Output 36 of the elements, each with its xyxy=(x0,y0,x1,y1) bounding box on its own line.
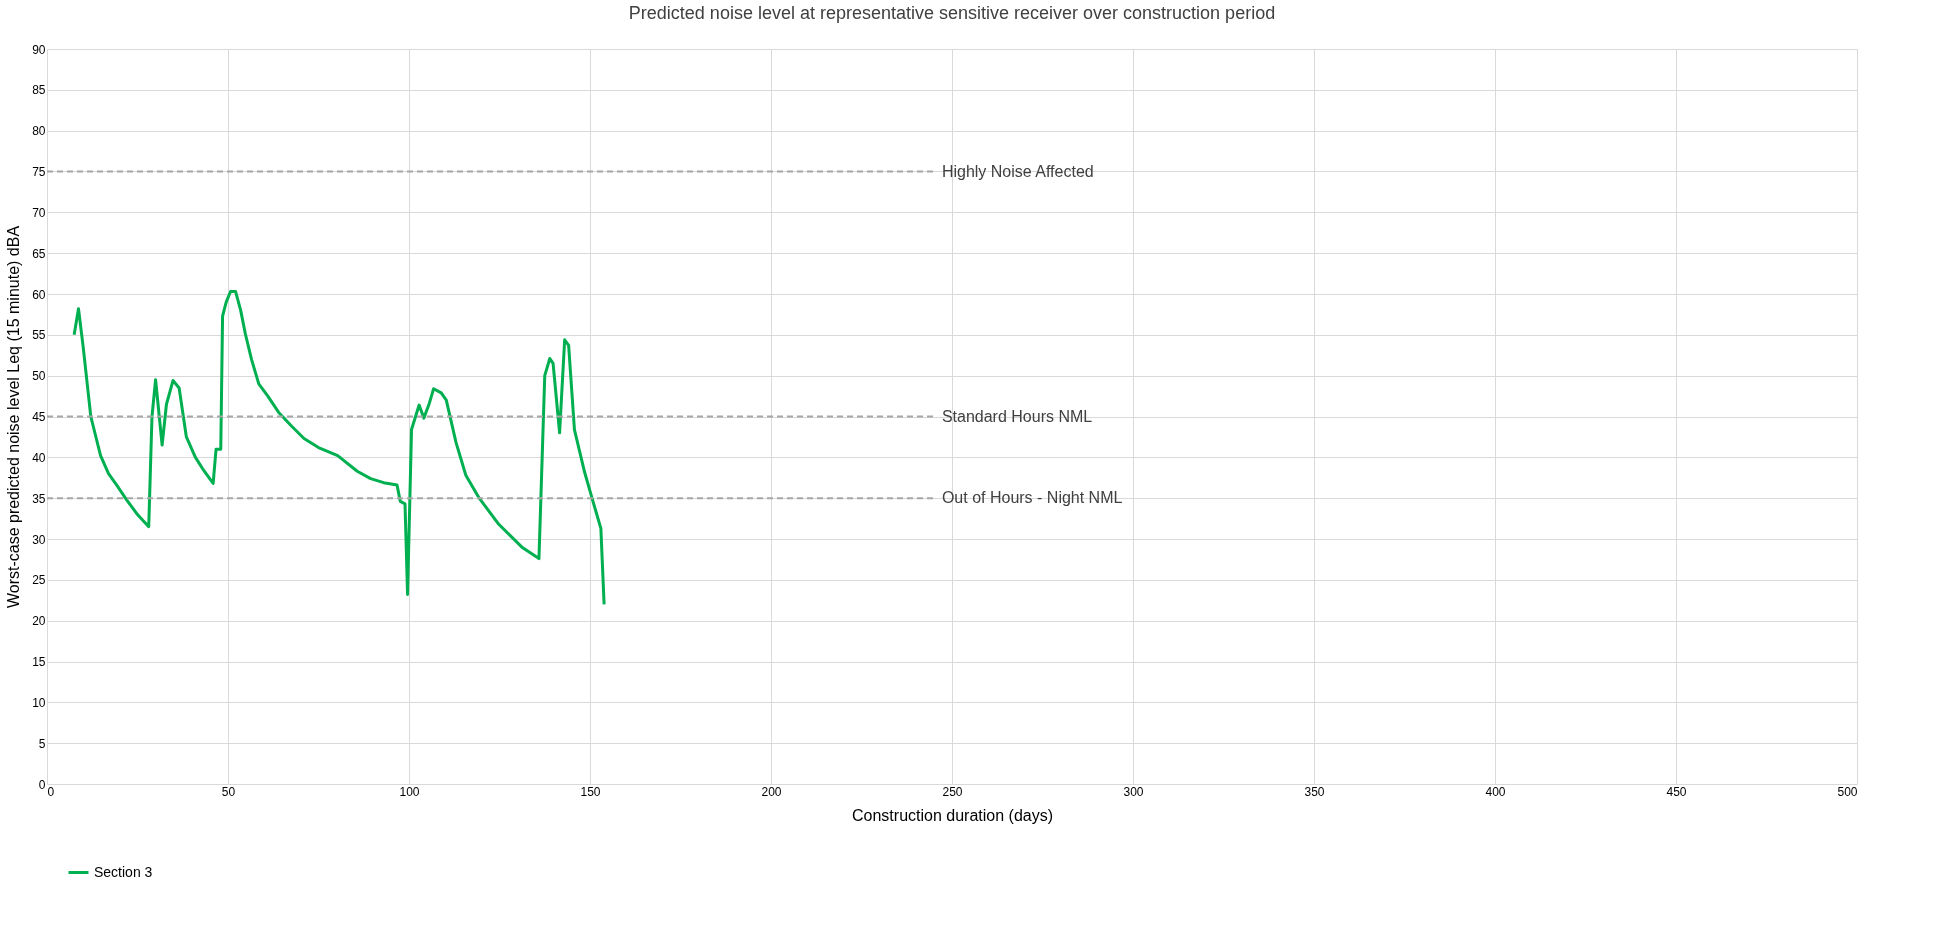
y-tick-label: 40 xyxy=(32,450,46,465)
x-tick-label: 350 xyxy=(1304,784,1325,799)
y-tick-label: 70 xyxy=(32,205,46,220)
x-tick-label: 50 xyxy=(221,784,236,799)
y-axis-title: Worst-case predicted noise level Leq (15 minute) dBA xyxy=(5,225,23,609)
y-tick-label: 55 xyxy=(32,328,46,343)
x-tick-label: 150 xyxy=(580,784,601,799)
y-tick-label: 65 xyxy=(32,246,46,261)
chart-title: Predicted noise level at representative sensitive receiver over construction period xyxy=(628,3,1276,23)
y-tick-label: 60 xyxy=(32,287,46,302)
y-tick-label: 50 xyxy=(32,369,46,384)
x-axis-title: Construction duration (days) xyxy=(852,806,1053,824)
y-tick-label: 30 xyxy=(32,532,46,547)
x-tick-label: 450 xyxy=(1666,784,1687,799)
y-tick-label: 5 xyxy=(38,736,46,751)
ref-line-label: Highly Noise Affected xyxy=(941,162,1094,180)
y-tick-label: 10 xyxy=(32,695,46,710)
y-tick-label: 20 xyxy=(32,614,46,629)
x-tick-label: 500 xyxy=(1837,784,1858,799)
y-tick-label: 45 xyxy=(32,410,46,424)
x-tick-label: 300 xyxy=(1123,784,1144,799)
y-tick-label: 80 xyxy=(32,124,46,139)
x-tick-label: 100 xyxy=(399,784,420,799)
y-tick-label: 75 xyxy=(32,165,46,179)
y-tick-label: 15 xyxy=(32,655,46,669)
line-series xyxy=(72,290,606,606)
legend-label: Section 3 xyxy=(94,863,153,880)
y-tick-label: 35 xyxy=(32,491,46,506)
y-tick-label: 85 xyxy=(32,83,46,98)
ref-line-label: Standard Hours NML xyxy=(941,407,1093,425)
ref-line-label: Out of Hours - Night NML xyxy=(941,489,1123,507)
x-tick-label: 200 xyxy=(761,784,782,799)
x-tick-label: 250 xyxy=(942,784,963,799)
y-tick-label: 25 xyxy=(32,573,46,588)
y-tick-label: 90 xyxy=(32,42,46,57)
x-tick-label: 400 xyxy=(1485,784,1506,799)
